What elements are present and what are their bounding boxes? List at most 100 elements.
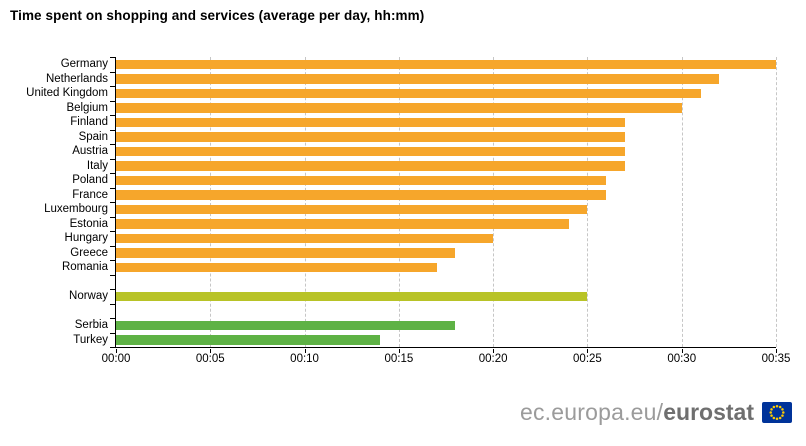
bar-row: Spain	[79, 130, 776, 145]
y-axis-tick	[110, 216, 116, 218]
bar-france	[116, 190, 607, 200]
y-axis-tick	[110, 158, 116, 160]
bar-spain	[116, 132, 626, 142]
gridline	[493, 57, 495, 347]
y-axis-tick	[110, 347, 116, 348]
x-axis-tick	[587, 348, 589, 353]
x-axis-tick	[776, 348, 777, 353]
bar-turkey	[116, 335, 380, 345]
chart-title: Time spent on shopping and services (ave…	[10, 8, 425, 23]
bar-hungary	[116, 233, 494, 243]
y-axis-tick	[110, 173, 116, 174]
y-axis-tick	[110, 260, 116, 261]
bar-row: France	[72, 188, 776, 203]
country-label: Turkey	[73, 333, 108, 346]
y-axis-tick	[110, 144, 116, 145]
bar-row: Estonia	[70, 217, 776, 232]
bar-row: Belgium	[66, 101, 776, 116]
country-label: Belgium	[66, 101, 108, 114]
country-label: Italy	[86, 159, 108, 172]
x-axis-tick	[210, 348, 212, 353]
x-axis-tick	[398, 348, 400, 353]
country-label: Germany	[60, 58, 108, 70]
bar-greece	[116, 248, 456, 258]
bar-row: Italy	[87, 159, 776, 174]
y-axis-tick	[110, 86, 116, 87]
bar-united-kingdom	[116, 88, 701, 98]
y-axis-tick	[110, 187, 116, 189]
x-tick-label: 00:35	[761, 353, 791, 365]
country-label: Hungary	[64, 232, 108, 244]
country-label: Romania	[61, 261, 108, 273]
footer-url-text: ec.europa.eu/	[519, 399, 664, 425]
bar-row: Hungary	[65, 231, 776, 246]
bar-row: Turkey	[73, 333, 776, 348]
bar-italy	[116, 161, 626, 171]
x-tick-label: 00:05	[195, 353, 225, 365]
gridline	[681, 57, 683, 347]
gridline	[210, 57, 212, 347]
y-axis-tick	[110, 245, 116, 247]
bar-row: Netherlands	[46, 72, 776, 87]
x-axis-tick	[304, 348, 306, 353]
plot-area: 00:00 00:05 00:10 00:15 00:20 00:25 00:30 00:35…	[26, 57, 790, 365]
eu-flag-stars	[769, 404, 785, 421]
country-label: Estonia	[69, 217, 108, 230]
bar-row: Norway	[69, 289, 776, 304]
x-tick-label: 00:20	[478, 353, 508, 365]
country-label: Norway	[69, 290, 108, 302]
country-label: Finland	[70, 116, 108, 128]
bar-belgium	[116, 103, 682, 113]
bar-norway	[116, 291, 588, 301]
country-label: Poland	[72, 174, 108, 186]
country-label: Netherlands	[45, 72, 108, 85]
gridline	[398, 57, 400, 347]
x-axis-tick	[681, 348, 683, 353]
bar-poland	[116, 175, 607, 185]
bar-row: Luxembourg	[44, 202, 776, 217]
x-tick-label: 00:10	[290, 353, 319, 365]
bar-austria	[116, 146, 626, 156]
bar-row: Serbia	[75, 318, 776, 333]
bar-estonia	[116, 219, 569, 229]
bar-finland	[116, 117, 626, 127]
y-axis-tick	[110, 332, 116, 334]
y-axis-tick	[110, 57, 116, 58]
bar-row: Greece	[70, 246, 776, 261]
bar-germany	[116, 59, 776, 69]
gridline	[304, 57, 306, 347]
y-axis-tick	[110, 71, 116, 73]
country-label: Austria	[72, 145, 108, 157]
x-tick-label: 00:25	[573, 353, 602, 365]
x-tick-label: 00:30	[667, 353, 697, 365]
bar-row: United Kingdom	[26, 86, 776, 101]
y-axis-tick	[110, 231, 116, 232]
gridline	[776, 57, 777, 347]
y-axis-tick	[110, 303, 116, 305]
bar-netherlands	[116, 74, 720, 84]
eu-flag-icon	[762, 402, 792, 423]
country-label: Greece	[70, 246, 108, 259]
x-axis-tick	[116, 348, 117, 353]
country-label: United Kingdom	[26, 87, 108, 99]
footer-brand-text: eurostat	[663, 399, 754, 425]
y-axis-tick	[110, 100, 116, 102]
bar-row: Austria	[72, 144, 776, 159]
bar-row: Germany	[61, 57, 776, 72]
country-label: France	[72, 188, 108, 201]
country-label: Spain	[78, 130, 108, 143]
y-axis-tick	[110, 129, 116, 131]
x-axis-tick	[493, 348, 495, 353]
country-label: Luxembourg	[44, 203, 108, 215]
y-axis-tick	[110, 202, 116, 203]
x-tick-label: 00:15	[384, 353, 414, 365]
bar-row: Poland	[72, 173, 776, 188]
y-axis-tick	[110, 274, 116, 276]
bar-serbia	[116, 320, 456, 330]
footer-logo: ec.europa.eu/eurostat	[520, 399, 792, 426]
country-label: Serbia	[74, 319, 108, 331]
x-tick-label: 00:00	[101, 353, 131, 365]
bar-row: Romania	[62, 260, 776, 275]
bar-romania	[116, 262, 437, 272]
bar-luxembourg	[116, 204, 588, 214]
